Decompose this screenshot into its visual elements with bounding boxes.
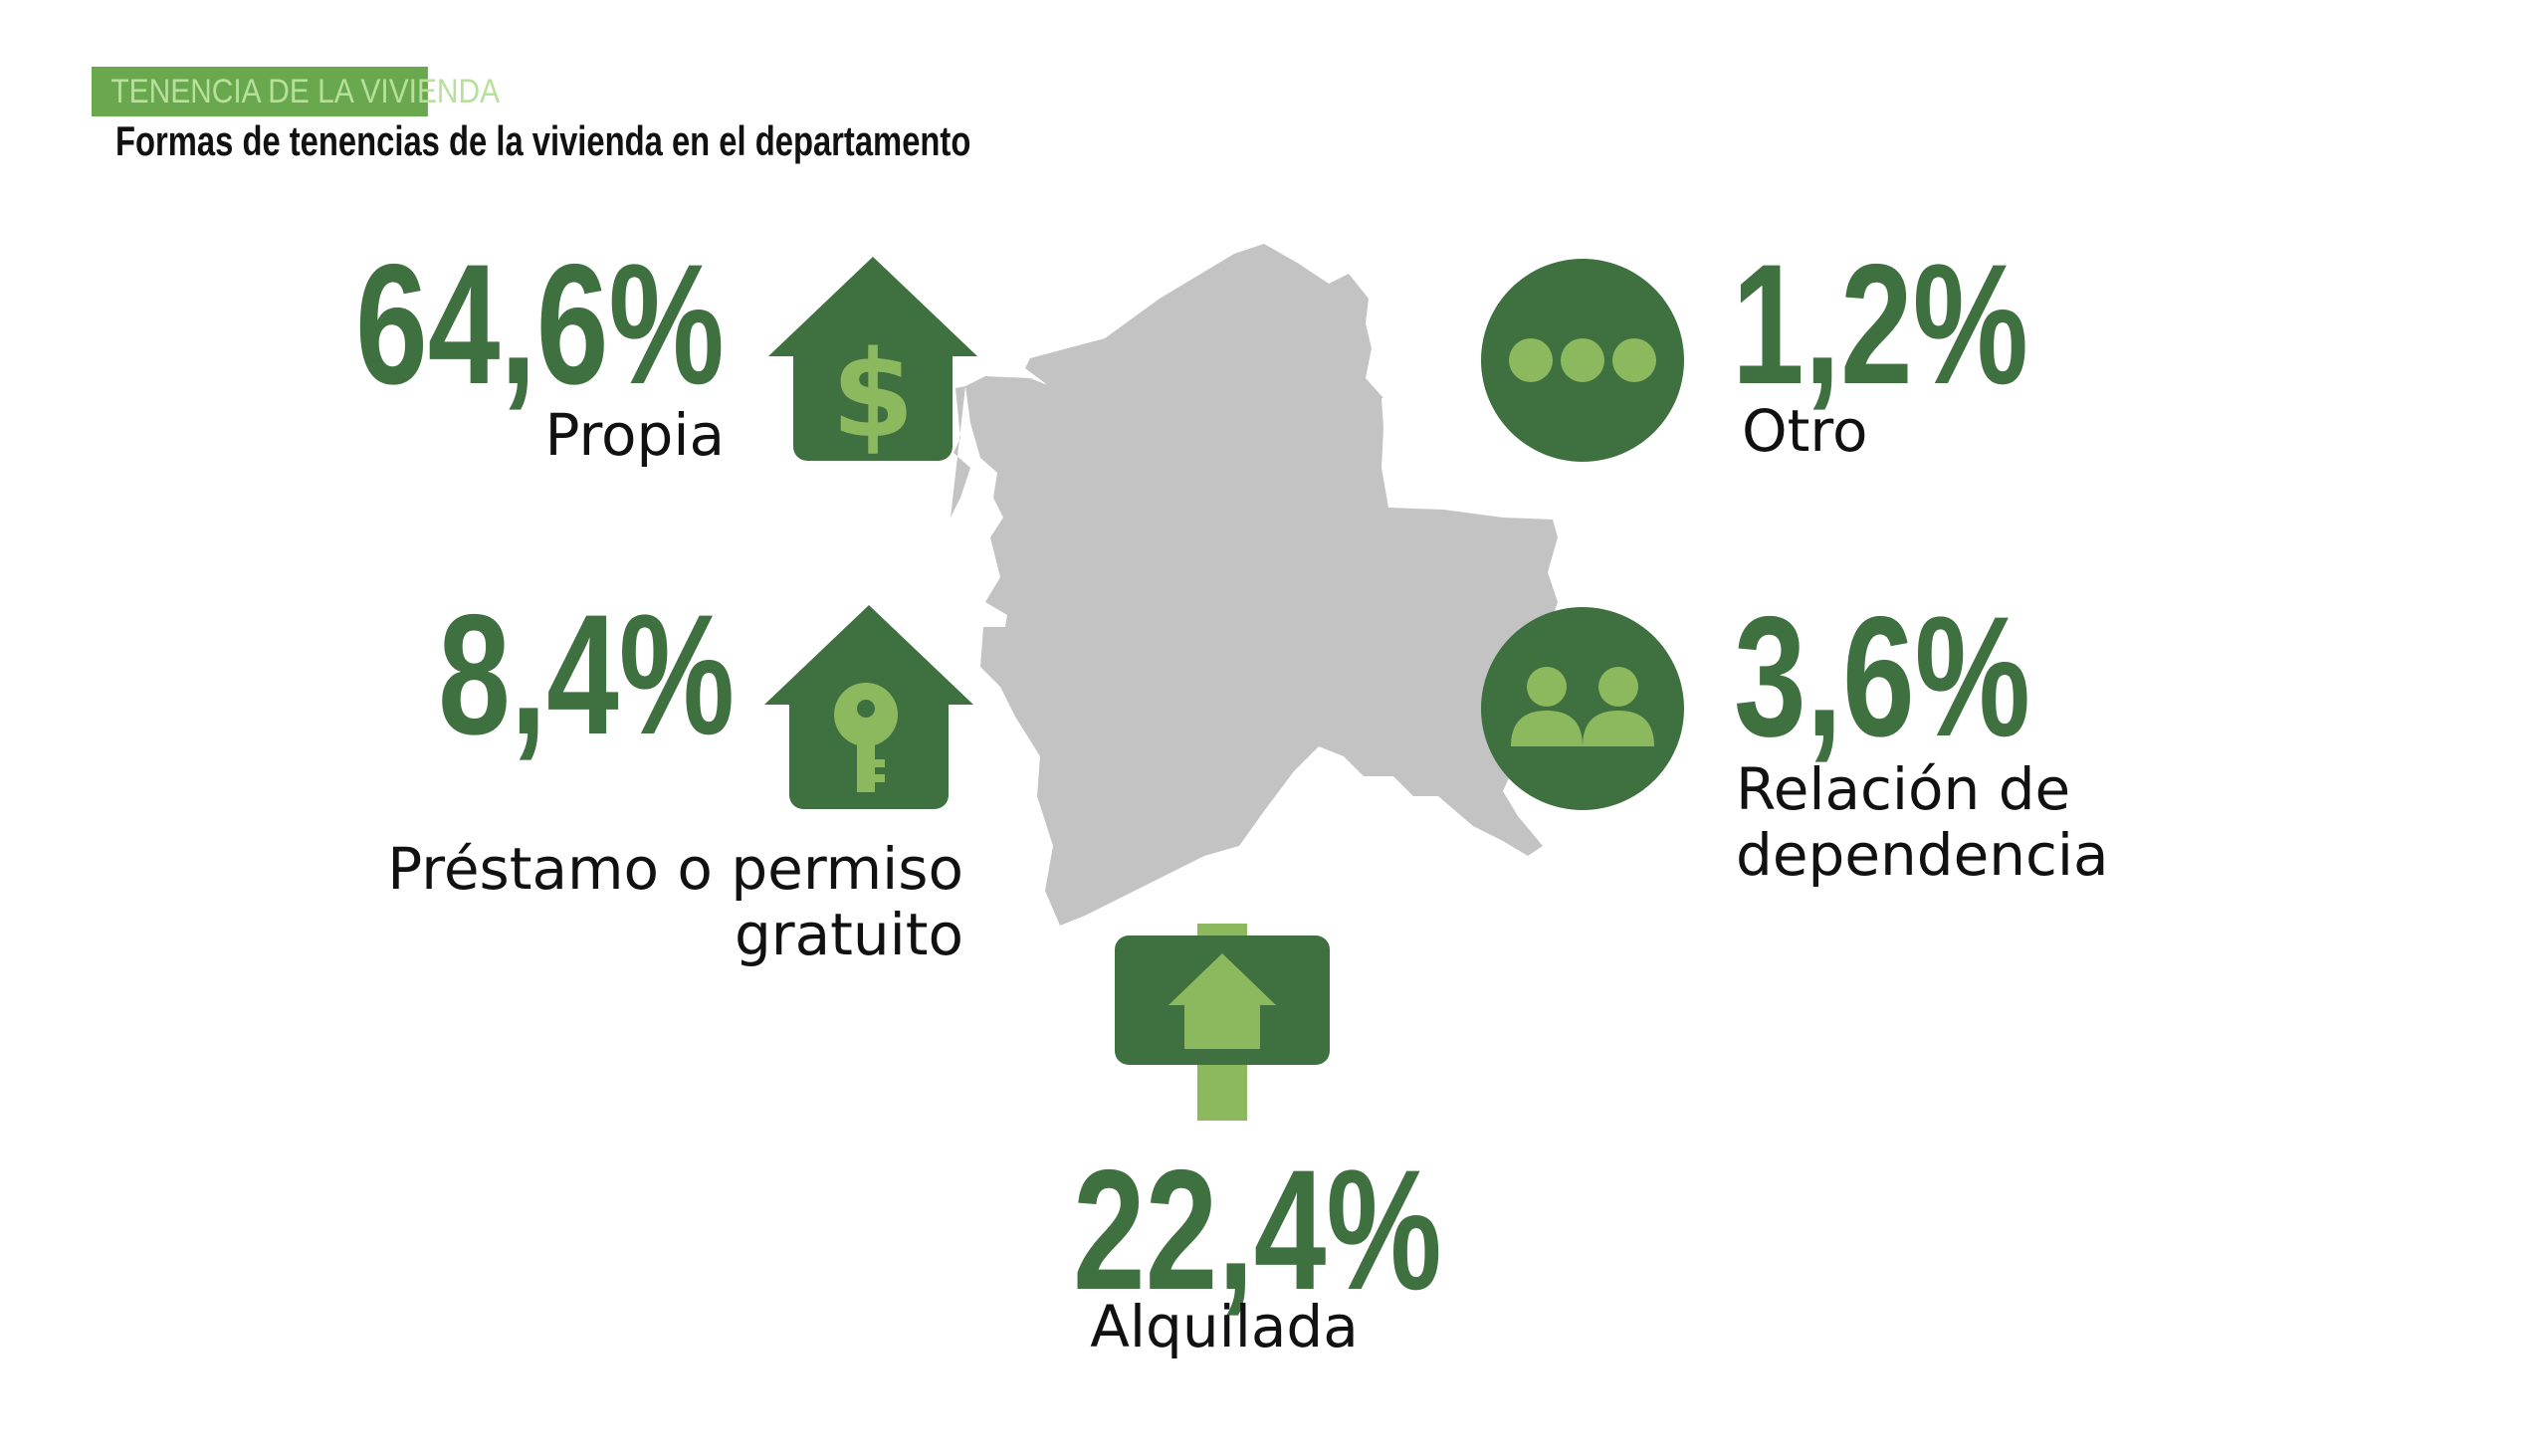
- relacion-label-line1: Relación de: [1736, 755, 2071, 823]
- otro-label: Otro: [1742, 397, 1868, 465]
- otro-percentage: 1,2%: [1732, 229, 2028, 420]
- more-dots-icon: [1481, 259, 1684, 462]
- prestamo-label-line1: Préstamo o permiso: [387, 835, 963, 903]
- department-map: [951, 244, 1558, 926]
- propia-label: Propia: [544, 401, 726, 469]
- prestamo-percentage: 8,4%: [438, 579, 735, 770]
- relacion-percentage: 3,6%: [1734, 581, 2030, 772]
- people-icon: [1481, 607, 1684, 810]
- prestamo-label-line2: gratuito: [734, 901, 963, 968]
- rent-sign-icon: [1115, 924, 1330, 1121]
- propia-percentage: 64,6%: [355, 229, 725, 420]
- house-key-icon: [764, 605, 973, 809]
- svg-text:$: $: [831, 326, 915, 461]
- house-dollar-icon: $: [768, 257, 977, 461]
- alquilada-label: Alquilada: [1090, 1293, 1359, 1360]
- section-tag: TENENCIA DE LA VIVIENDA: [92, 67, 500, 116]
- alquilada-percentage: 22,4%: [1073, 1135, 1442, 1326]
- relacion-label-line2: dependencia: [1736, 821, 2109, 889]
- page-subtitle: Formas de tenencias de la vivienda en el…: [115, 117, 971, 164]
